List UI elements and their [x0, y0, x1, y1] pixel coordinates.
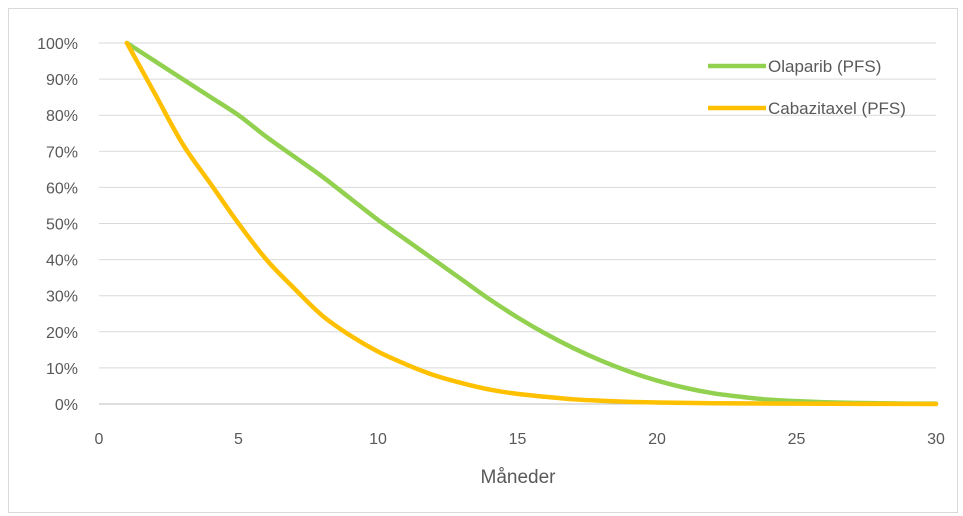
grid-lines [99, 42, 936, 405]
x-tick-label: 10 [369, 431, 387, 448]
chart-frame [8, 8, 958, 513]
x-tick-label: 20 [648, 431, 666, 448]
legend-label-2: Cabazitaxel (PFS) [768, 99, 906, 118]
y-tick-label: 60% [46, 180, 78, 197]
y-tick-label: 80% [46, 108, 78, 125]
legend-label-1: Olaparib (PFS) [768, 57, 881, 76]
y-tick-label: 100% [37, 36, 78, 53]
x-tick-label: 0 [95, 431, 104, 448]
series-line-2 [124, 40, 939, 407]
y-tick-label: 70% [46, 144, 78, 161]
x-axis-title: Måneder [481, 467, 557, 488]
y-tick-label: 50% [46, 217, 78, 234]
y-tick-label: 40% [46, 253, 78, 270]
x-axis-ticks: 0 5 10 15 20 25 30 [95, 431, 945, 448]
x-tick-label: 25 [788, 431, 806, 448]
y-axis-ticks: 0% 10% 20% 30% 40% 50% 60% 70% 80% 90% 100% [37, 36, 78, 414]
legend: Olaparib (PFS) Cabazitaxel (PFS) [708, 57, 906, 118]
x-tick-label: 30 [927, 431, 945, 448]
y-tick-label: 20% [46, 325, 78, 342]
series-layer [124, 40, 939, 407]
series-line-1 [124, 40, 939, 406]
y-tick-label: 90% [46, 72, 78, 89]
y-tick-label: 0% [55, 397, 78, 414]
y-tick-label: 10% [46, 361, 78, 378]
x-tick-label: 5 [234, 431, 243, 448]
y-tick-label: 30% [46, 289, 78, 306]
x-tick-label: 15 [509, 431, 527, 448]
